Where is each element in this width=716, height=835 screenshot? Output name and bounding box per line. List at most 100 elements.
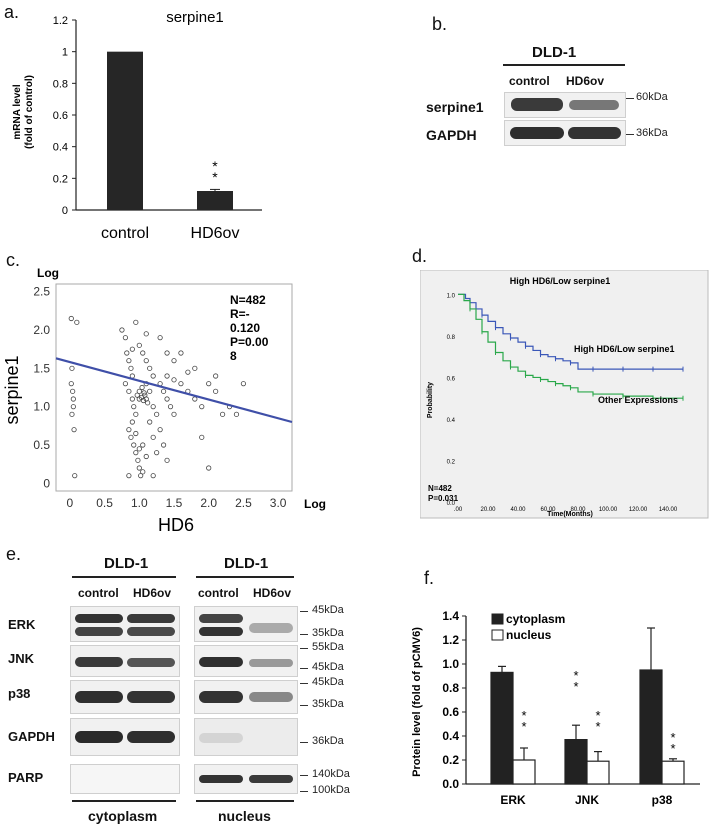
chart-c-point [126, 358, 132, 364]
blot-e-marker-35b: 35kDa [312, 698, 344, 710]
band [199, 614, 243, 623]
blot-e-col-control-nuc: control [198, 586, 239, 600]
marker-tick [300, 634, 308, 635]
chart-d-ytick-label: 0.6 [447, 376, 456, 382]
chart-a-ytick-label: 0.6 [53, 110, 68, 122]
chart-c-point [70, 404, 76, 410]
chart-f-legend-cytoplasm: cytoplasm [506, 612, 565, 626]
panel-label-f: f. [424, 568, 435, 588]
chart-c-point [138, 473, 144, 479]
chart-c-point [160, 388, 167, 394]
chart-c-point [147, 365, 153, 371]
chart-d-ytick-label: 0.0 [447, 501, 456, 507]
blot-e-marker-140: 140kDa [312, 768, 350, 780]
chart-c-point [150, 404, 156, 410]
chart-f-category-label: JNK [575, 793, 599, 807]
chart-c-point [140, 397, 147, 404]
chart-c-regression-line [55, 357, 293, 424]
chart-c-point [136, 446, 142, 452]
chart-c-point [143, 331, 149, 337]
band [249, 692, 293, 702]
chart-c-xtick-label: 0.5 [96, 496, 113, 510]
chart-d-ytick-label: 0.2 [447, 459, 456, 465]
chart-c-ytick-label: 1.0 [33, 400, 50, 414]
chart-f-bar-cytoplasm [490, 671, 514, 785]
blot-e-fraction-nucleus: nucleus [218, 808, 271, 824]
marker-tick [626, 98, 634, 99]
blot-e-divider-cyto [72, 576, 176, 578]
chart-f-bar-nucleus [661, 760, 685, 785]
blot-e-jnk-cyto [70, 645, 180, 677]
chart-c-point [133, 319, 139, 325]
chart-c-stats-line: R=- [230, 307, 250, 321]
blot-e-marker-45a: 45kDa [312, 604, 344, 616]
chart-c-point [167, 404, 174, 410]
chart-c-point [171, 377, 177, 383]
chart-c-point [133, 430, 139, 437]
chart-f-bar-nucleus [512, 759, 536, 785]
chart-c-point [69, 365, 75, 371]
chart-f-ytick-label: 1.2 [442, 633, 459, 647]
blot-e-cell-line-nuc: DLD-1 [224, 555, 269, 572]
band [75, 627, 123, 636]
chart-a-bar [197, 191, 233, 210]
chart-c-point [164, 396, 170, 402]
chart-c-xtick-label: 3.0 [270, 496, 287, 510]
chart-c-point [136, 465, 142, 471]
chart-c-point [122, 335, 129, 341]
chart-f-significance: * [595, 708, 600, 723]
chart-f: 0.0 0.2 0.4 0.6 0.8 1.0 1.2 1.4 Protein level (f… [411, 609, 700, 807]
chart-f-significance: * [670, 730, 675, 745]
panel-label-e: e. [6, 544, 22, 564]
chart-c-ytick-label: 1.5 [33, 361, 50, 375]
chart-c-point [140, 442, 146, 448]
chart-d-xlabel: Time(Months) [547, 511, 593, 518]
chart-c-point [206, 381, 212, 387]
chart-f-bar-nucleus [586, 760, 610, 785]
blot-e-gapdh-cyto [70, 718, 180, 756]
band [199, 733, 243, 743]
chart-f-significance: * [521, 719, 526, 734]
band [75, 657, 123, 667]
band [75, 731, 123, 743]
marker-tick [300, 668, 308, 669]
blot-e-row-gapdh: GAPDH [8, 729, 55, 744]
chart-d-ytick-label: 1.0 [447, 293, 456, 299]
chart-d-stats-line: N=482 [428, 484, 452, 493]
panel-label-c: c. [6, 250, 21, 270]
chart-f-legend-swatch-nucleus [491, 629, 504, 641]
chart-c-point [164, 457, 170, 463]
chart-c-point [68, 381, 74, 387]
chart-c-point [157, 427, 163, 433]
chart-a-category-label: HD6ov [191, 225, 240, 242]
chart-d-xtick-label: 80.00 [570, 507, 586, 513]
blot-e-marker-35a: 35kDa [312, 627, 344, 639]
blot-e-bottom-line-cyto [72, 800, 176, 802]
chart-c-point [160, 442, 167, 448]
blot-e-row-parp: PARP [8, 770, 44, 785]
chart-f-significance: * [521, 708, 526, 723]
band [199, 657, 243, 667]
band [127, 691, 175, 703]
chart-c-point [240, 381, 247, 387]
chart-c-ytick-label: 0 [43, 476, 50, 490]
chart-a-category-label: control [101, 225, 149, 242]
blot-b-row-gapdh: GAPDH [426, 127, 477, 143]
blot-b-cell-line: DLD-1 [532, 44, 577, 61]
blot-e-row-jnk: JNK [8, 651, 35, 666]
chart-f-ylabel: Protein level (fold of pCMV6) [411, 627, 423, 777]
chart-a-significance: * [212, 158, 218, 174]
band [510, 127, 564, 139]
chart-d-legend-high: High HD6/Low serpine1 [574, 344, 675, 354]
band [75, 691, 123, 703]
blot-e-row-erk: ERK [8, 617, 36, 632]
chart-c-xtick-label: 2.5 [235, 496, 252, 510]
chart-c-stats-line: N=482 [230, 293, 266, 307]
band [249, 659, 293, 667]
chart-c-point [143, 453, 149, 460]
chart-c-point [74, 319, 80, 325]
chart-a: serpine1 0 0.2 0.4 0.6 0.8 1 1.2 mRNA level (fold… [12, 9, 262, 242]
chart-f-bar-cytoplasm [639, 669, 663, 785]
chart-f-category-label: ERK [500, 793, 526, 807]
chart-d-xtick-label: 60.00 [540, 507, 556, 513]
